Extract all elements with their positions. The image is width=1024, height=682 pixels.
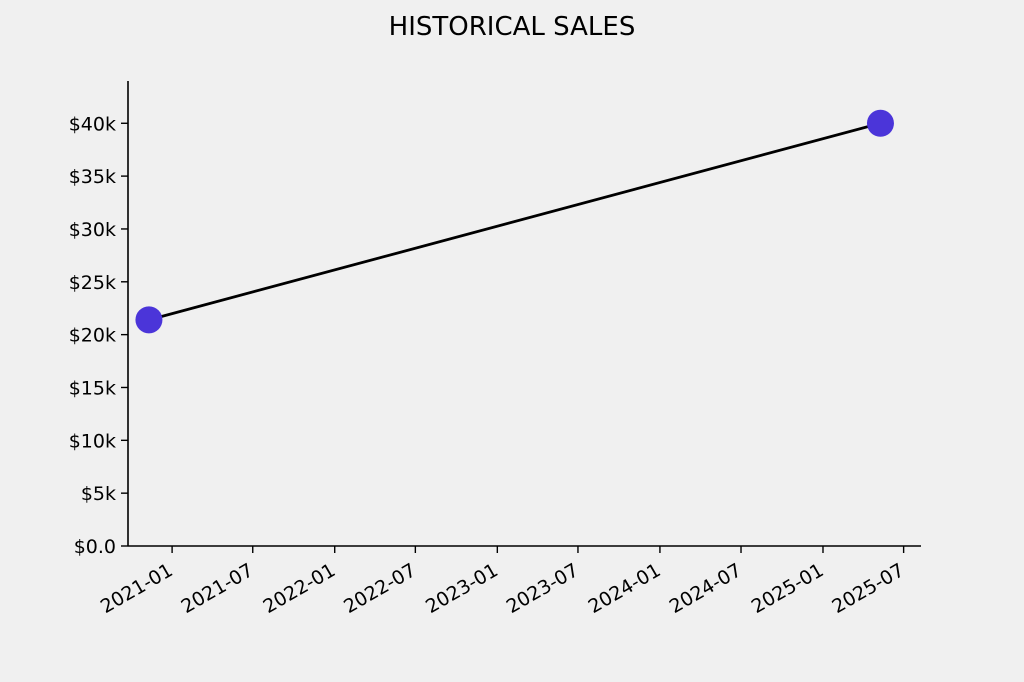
axes <box>127 81 921 547</box>
y-tick-label: $30k <box>69 219 116 241</box>
y-tick-label: $40k <box>69 113 116 135</box>
x-tick-label: 2025-07 <box>828 559 908 618</box>
y-tick-label: $5k <box>81 483 116 505</box>
y-tick-label: $25k <box>69 272 116 294</box>
y-tick-label: $20k <box>69 325 116 347</box>
chart-title: HISTORICAL SALES <box>389 12 636 42</box>
data-point <box>866 109 894 137</box>
series-layer <box>135 109 894 334</box>
data-point <box>135 306 163 334</box>
x-tick-label: 2024-01 <box>585 559 665 618</box>
ticks: $0.0 $5k $10k $15k $20k $25k $30k $35k $40k 2021-… <box>69 113 908 618</box>
x-tick-label: 2021-01 <box>97 559 177 618</box>
y-tick-label: $10k <box>69 430 116 452</box>
y-tick-label: $0.0 <box>74 536 116 558</box>
x-tick-label: 2022-01 <box>259 559 339 618</box>
y-tick-label: $35k <box>69 166 116 188</box>
x-tick-label: 2023-07 <box>503 559 583 618</box>
y-tick-label: $15k <box>69 377 116 399</box>
x-tick-label: 2021-07 <box>177 559 257 618</box>
x-tick-label: 2024-07 <box>666 559 746 618</box>
series-line <box>148 121 881 322</box>
x-tick-label: 2023-01 <box>422 559 502 618</box>
x-tick-label: 2025-01 <box>748 559 828 618</box>
x-tick-label: 2022-07 <box>340 559 420 618</box>
